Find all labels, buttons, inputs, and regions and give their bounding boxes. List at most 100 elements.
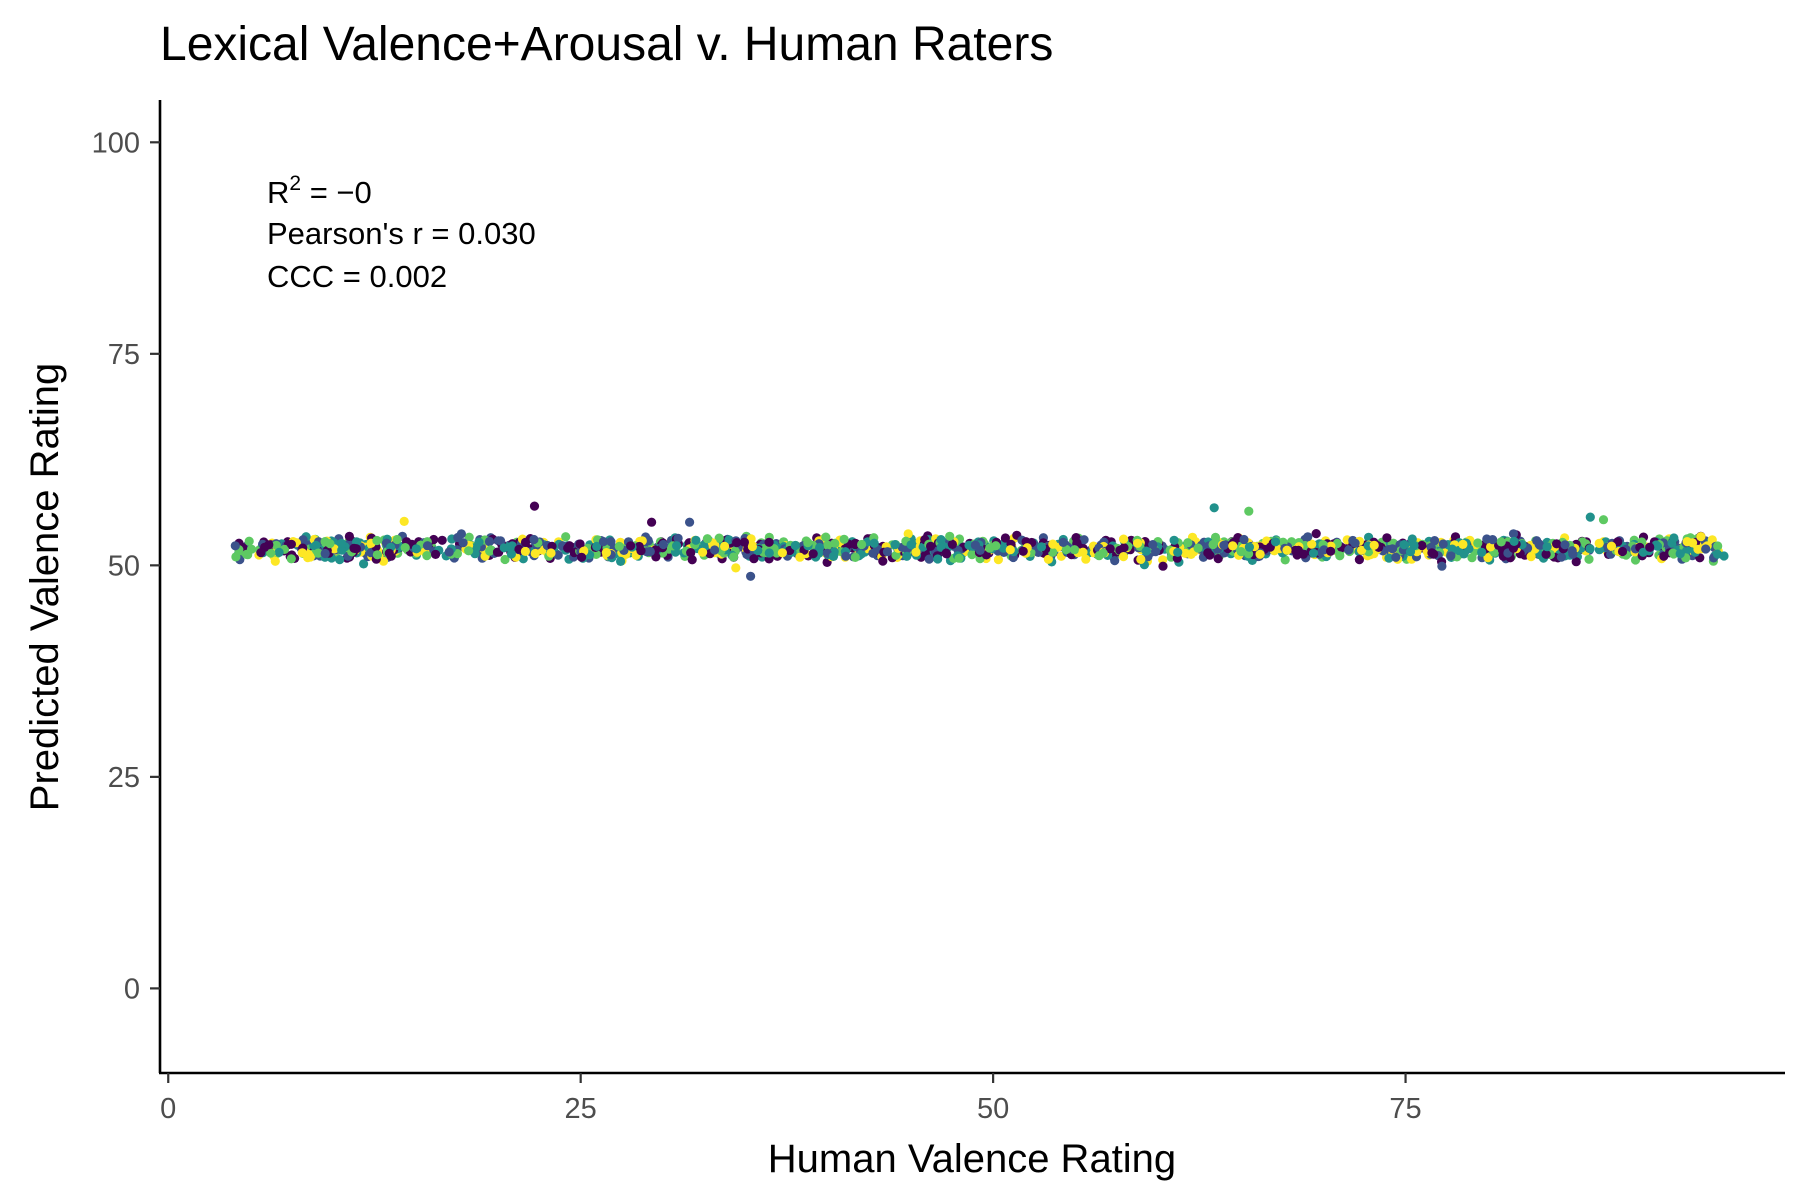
data-point [1638, 547, 1648, 557]
data-point [484, 536, 495, 547]
data-point [1110, 556, 1120, 566]
r2-annotation: R2 = −0 [267, 172, 372, 210]
data-point [1652, 541, 1663, 551]
data-point [530, 548, 540, 559]
data-point [1141, 546, 1151, 556]
data-point [529, 501, 540, 511]
data-point [1228, 541, 1238, 551]
data-point [720, 541, 730, 552]
data-point [1496, 537, 1506, 547]
data-point [1567, 546, 1577, 556]
data-point [1526, 552, 1536, 562]
data-point [271, 540, 281, 550]
data-point [828, 551, 839, 562]
data-point [384, 548, 394, 558]
data-point [882, 547, 893, 557]
data-point [400, 543, 410, 553]
data-point [1585, 544, 1595, 554]
data-point [1213, 554, 1223, 564]
data-point [1081, 554, 1091, 564]
data-point [936, 535, 946, 545]
data-point [1552, 539, 1562, 549]
data-point [777, 548, 788, 558]
data-point [444, 547, 454, 557]
data-point [808, 549, 818, 559]
data-point [747, 541, 758, 552]
x-tick-label: 75 [1389, 1093, 1421, 1125]
chart-title: Lexical Valence+Arousal v. Human Raters [160, 18, 1053, 71]
data-point [507, 541, 517, 551]
y-tick-label: 75 [108, 339, 140, 371]
data-point [821, 532, 831, 542]
data-point [749, 554, 759, 564]
data-point [1151, 547, 1161, 557]
data-point [1208, 539, 1218, 550]
data-point [1459, 549, 1469, 559]
data-point [926, 541, 936, 551]
data-point [297, 548, 307, 558]
y-tick-label: 0 [124, 973, 140, 1005]
data-point [636, 546, 646, 556]
data-point [359, 559, 369, 569]
data-point [577, 552, 587, 562]
data-point [970, 540, 981, 550]
data-point [1244, 549, 1254, 559]
data-point [431, 549, 441, 560]
data-point [1119, 534, 1129, 544]
data-point [325, 539, 335, 549]
data-point [1560, 540, 1570, 550]
data-point [903, 529, 913, 539]
data-point [1048, 539, 1058, 549]
data-point [1399, 540, 1409, 550]
data-point [1018, 546, 1028, 556]
data-point [1467, 553, 1477, 563]
data-point [529, 534, 539, 545]
data-point [830, 538, 840, 549]
data-point [1473, 538, 1483, 548]
data-point [878, 556, 888, 566]
data-point [729, 552, 739, 562]
data-point [673, 533, 683, 543]
data-point [710, 545, 720, 555]
data-point [499, 543, 509, 553]
data-point [1486, 542, 1496, 552]
data-point [1606, 541, 1617, 551]
data-point [1535, 540, 1545, 550]
data-point [1282, 545, 1292, 555]
data-point [286, 539, 296, 549]
data-point [1298, 549, 1308, 559]
stats-annotation: R2 = −0 Pearson's r = 0.030 CCC = 0.002 [267, 172, 536, 294]
data-point [311, 540, 321, 551]
data-point [1203, 548, 1213, 558]
data-point [954, 553, 964, 563]
data-point [1303, 532, 1313, 542]
data-point [1280, 555, 1290, 565]
data-point [714, 533, 724, 543]
data-point [422, 541, 433, 551]
data-point [702, 534, 713, 544]
data-point [492, 547, 503, 557]
y-tick-label: 50 [108, 550, 140, 582]
data-point [1239, 534, 1249, 545]
data-point [1669, 549, 1679, 559]
data-point [1696, 532, 1706, 542]
data-point [1688, 538, 1698, 548]
data-point [1133, 538, 1143, 548]
data-point [1675, 549, 1685, 559]
data-point [1183, 538, 1193, 548]
y-axis-ticks: 0 25 50 75 100 [92, 127, 160, 1005]
data-point [1405, 547, 1416, 557]
data-point [1556, 552, 1566, 562]
data-point [626, 541, 636, 551]
x-tick-label: 25 [565, 1093, 597, 1125]
data-point [1148, 540, 1158, 550]
data-point [392, 534, 402, 545]
data-point [1387, 544, 1398, 554]
data-point [1236, 547, 1246, 557]
data-point [1219, 540, 1229, 550]
data-point [335, 555, 345, 565]
data-point [687, 555, 697, 565]
data-point [349, 543, 359, 553]
data-point [1070, 545, 1080, 555]
data-point [1118, 552, 1129, 562]
